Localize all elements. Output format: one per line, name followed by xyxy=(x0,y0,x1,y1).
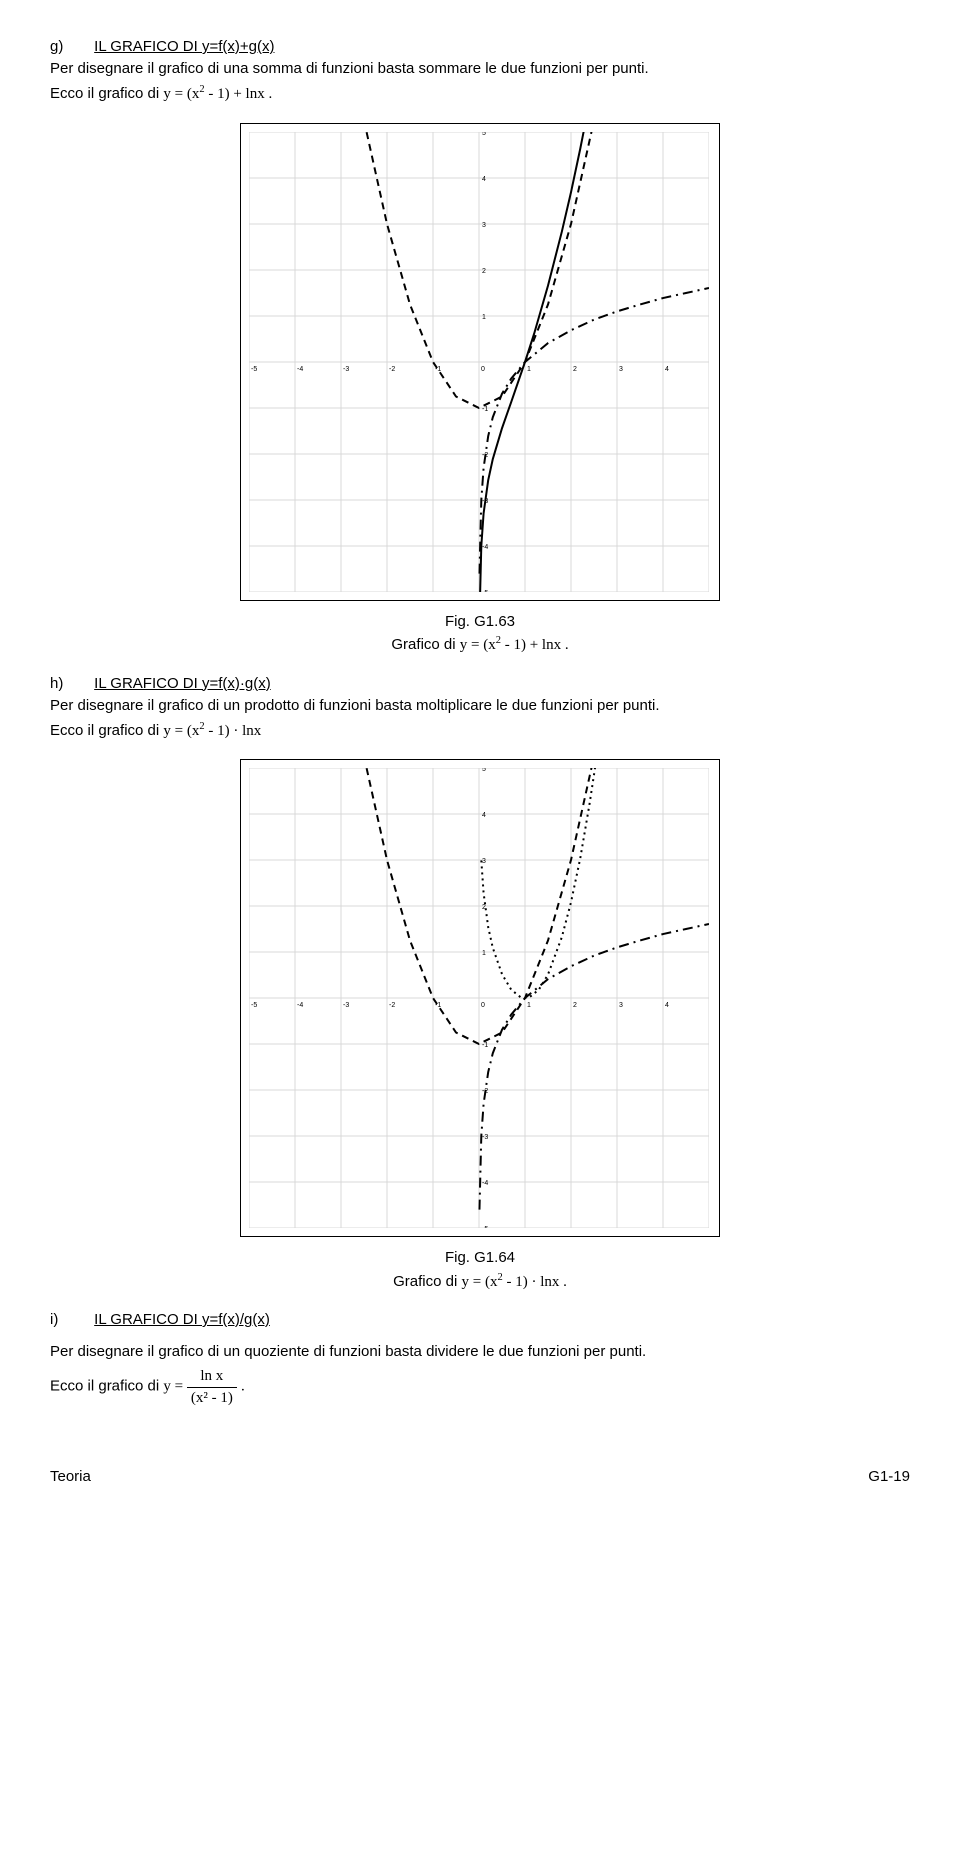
svg-text:-5: -5 xyxy=(251,366,257,373)
section-i-frac-num: ln x xyxy=(187,1366,237,1387)
svg-text:-3: -3 xyxy=(343,1002,349,1009)
svg-text:3: 3 xyxy=(482,222,486,229)
section-h-intro: Per disegnare il grafico di un prodotto … xyxy=(50,696,910,716)
section-h-example: Ecco il grafico di y = (x2 - 1) · lnx xyxy=(50,720,910,741)
svg-text:0: 0 xyxy=(481,366,485,373)
section-h-title: IL GRAFICO DI y=f(x)·g(x) xyxy=(94,675,271,692)
svg-text:-1: -1 xyxy=(482,406,488,413)
caption-h-fig: Fig. G1.64 xyxy=(445,1249,515,1266)
section-g-lead: Ecco il grafico di xyxy=(50,85,163,102)
svg-text:2: 2 xyxy=(573,1002,577,1009)
svg-text:-4: -4 xyxy=(482,1180,488,1187)
svg-text:3: 3 xyxy=(619,366,623,373)
page-footer: Teoria G1-19 xyxy=(50,1468,910,1485)
svg-text:5: 5 xyxy=(482,768,486,773)
section-g-intro: Per disegnare il grafico di una somma di… xyxy=(50,59,910,79)
section-h-letter: h) xyxy=(50,675,90,692)
svg-text:4: 4 xyxy=(482,812,486,819)
svg-text:-4: -4 xyxy=(297,366,303,373)
section-h-eq: y = (x2 - 1) · lnx xyxy=(163,723,261,739)
caption-h-lead: Grafico di xyxy=(393,1273,461,1290)
footer-right: G1-19 xyxy=(868,1468,910,1485)
svg-text:2: 2 xyxy=(573,366,577,373)
caption-g-eq: y = (x2 - 1) + lnx . xyxy=(460,637,569,653)
caption-g: Fig. G1.63 Grafico di y = (x2 - 1) + lnx… xyxy=(50,611,910,657)
section-i-title: IL GRAFICO DI y=f(x)/g(x) xyxy=(94,1311,270,1328)
section-g-heading: g) IL GRAFICO DI y=f(x)+g(x) xyxy=(50,38,910,55)
svg-text:3: 3 xyxy=(482,858,486,865)
svg-text:-4: -4 xyxy=(482,544,488,551)
caption-g-fig: Fig. G1.63 xyxy=(445,613,515,630)
section-i-frac-den: (x² - 1) xyxy=(187,1388,237,1408)
svg-text:2: 2 xyxy=(482,268,486,275)
section-g-letter: g) xyxy=(50,38,90,55)
svg-text:1: 1 xyxy=(482,950,486,957)
svg-text:-4: -4 xyxy=(297,1002,303,1009)
svg-text:-2: -2 xyxy=(389,366,395,373)
section-i-fraction: ln x (x² - 1) xyxy=(187,1366,237,1408)
caption-g-lead: Grafico di xyxy=(391,636,459,653)
svg-text:-3: -3 xyxy=(482,1134,488,1141)
svg-text:5: 5 xyxy=(482,132,486,137)
svg-text:0: 0 xyxy=(481,1002,485,1009)
svg-text:4: 4 xyxy=(482,176,486,183)
svg-text:4: 4 xyxy=(665,366,669,373)
svg-text:-3: -3 xyxy=(343,366,349,373)
section-h-lead: Ecco il grafico di xyxy=(50,722,163,739)
section-i-example: Ecco il grafico di y = ln x (x² - 1) . xyxy=(50,1366,910,1408)
footer-left: Teoria xyxy=(50,1468,91,1485)
chart-g-frame: -5-4-3-2-1012345-5-4-3-2-112345 xyxy=(240,123,720,601)
svg-text:3: 3 xyxy=(619,1002,623,1009)
svg-text:-5: -5 xyxy=(482,590,488,592)
chart-g: -5-4-3-2-1012345-5-4-3-2-112345 xyxy=(249,132,709,592)
caption-h: Fig. G1.64 Grafico di y = (x2 - 1) · lnx… xyxy=(50,1247,910,1293)
svg-text:-5: -5 xyxy=(482,1226,488,1228)
svg-text:1: 1 xyxy=(527,366,531,373)
section-i-eq-suffix: . xyxy=(241,1379,245,1395)
svg-text:-5: -5 xyxy=(251,1002,257,1009)
section-i-eq-prefix: y = xyxy=(163,1379,186,1395)
section-i-heading: i) IL GRAFICO DI y=f(x)/g(x) xyxy=(50,1311,910,1328)
section-i-intro: Per disegnare il grafico di un quoziente… xyxy=(50,1342,910,1362)
chart-h-frame: -5-4-3-2-1012345-5-4-3-2-112345 xyxy=(240,759,720,1237)
svg-text:4: 4 xyxy=(665,1002,669,1009)
section-i-letter: i) xyxy=(50,1311,90,1328)
svg-text:-2: -2 xyxy=(389,1002,395,1009)
section-g-example: Ecco il grafico di y = (x2 - 1) + lnx . xyxy=(50,83,910,104)
section-i-lead: Ecco il grafico di xyxy=(50,1378,163,1395)
svg-text:1: 1 xyxy=(482,314,486,321)
caption-h-eq: y = (x2 - 1) · lnx . xyxy=(461,1274,566,1290)
svg-text:1: 1 xyxy=(527,1002,531,1009)
section-g-eq: y = (x2 - 1) + lnx . xyxy=(163,86,272,102)
section-g-title: IL GRAFICO DI y=f(x)+g(x) xyxy=(94,38,274,55)
svg-text:-1: -1 xyxy=(482,1042,488,1049)
section-h-heading: h) IL GRAFICO DI y=f(x)·g(x) xyxy=(50,675,910,692)
chart-h: -5-4-3-2-1012345-5-4-3-2-112345 xyxy=(249,768,709,1228)
